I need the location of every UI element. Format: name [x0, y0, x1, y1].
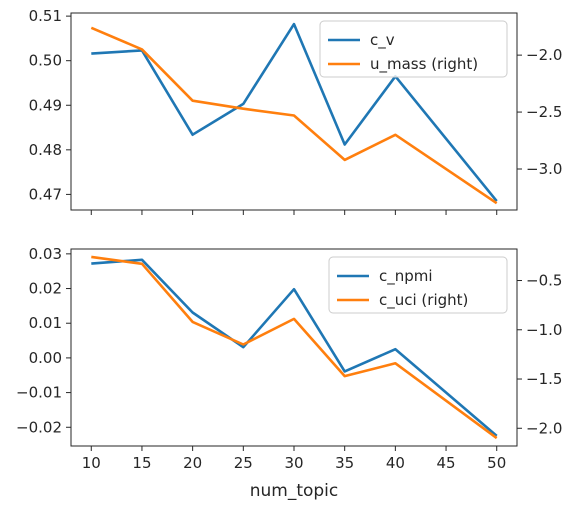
legend-entry: c_v	[370, 31, 395, 50]
y-tick-label-right: −0.5	[526, 272, 562, 290]
y-tick-label-left: −0.01	[16, 384, 62, 402]
x-tick-label: 20	[183, 454, 202, 472]
y-tick-label-right: −1.0	[526, 321, 562, 339]
legend-entry: c_npmi	[379, 267, 433, 286]
x-axis-label: num_topic	[250, 481, 339, 501]
x-tick-label: 45	[436, 454, 455, 472]
series-line-c-uci-right	[91, 255, 498, 440]
x-tick-label: 35	[335, 454, 354, 472]
y-tick-label-left: 0.49	[29, 96, 62, 114]
y-tick-label-right: −3.0	[526, 160, 562, 178]
bottom-panel: 10 15 20 25 30 35 40 45 50 −0.02 −0.01 0.00 0.01 0.02…	[16, 245, 562, 472]
y-tick-label-left: 0.48	[29, 141, 62, 159]
legend: c_v u_mass (right)	[319, 20, 508, 78]
x-tick-label: 40	[386, 454, 405, 472]
y-tick-label-left: 0.51	[29, 7, 62, 25]
x-tick-label: 10	[82, 454, 101, 472]
y-tick-label-left: 0.00	[29, 349, 62, 367]
series-line-c-npmi	[91, 258, 498, 437]
y-tick-label-right: −1.5	[526, 370, 562, 388]
legend: c_npmi c_uci (right)	[328, 256, 508, 314]
x-tick-label: 15	[132, 454, 151, 472]
series-line-c-v	[91, 22, 498, 202]
x-tick-label: 50	[487, 454, 506, 472]
top-panel: 0.47 0.48 0.49 0.50 0.51 −3.0 −2.5 −2.0 c_v u_mas…	[29, 7, 562, 215]
y-tick-label-right: −2.5	[526, 103, 562, 121]
legend-entry: c_uci (right)	[379, 291, 468, 310]
y-tick-label-left: 0.47	[29, 185, 62, 203]
series-line-u-mass-right	[90, 26, 498, 205]
y-tick-label-right: −2.0	[526, 419, 562, 437]
legend-frame	[328, 256, 508, 314]
y-tick-label-left: 0.01	[29, 314, 62, 332]
legend-entry: u_mass (right)	[370, 55, 478, 74]
y-tick-label-left: 0.50	[29, 52, 62, 70]
y-tick-label-right: −2.0	[526, 46, 562, 64]
y-tick-label-left: −0.02	[16, 418, 62, 436]
y-tick-label-left: 0.03	[29, 245, 62, 263]
legend-frame	[319, 20, 508, 78]
x-tick-label: 25	[234, 454, 253, 472]
x-tick-label: 30	[284, 454, 303, 472]
y-tick-label-left: 0.02	[29, 280, 62, 298]
